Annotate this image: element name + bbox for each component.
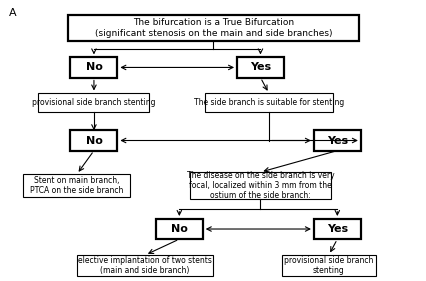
Text: elective implantation of two stents
(main and side branch): elective implantation of two stents (mai… [78, 256, 212, 275]
Text: No: No [85, 135, 102, 146]
FancyBboxPatch shape [68, 15, 358, 41]
Text: Yes: Yes [249, 62, 271, 72]
Text: The side branch is suitable for stenting: The side branch is suitable for stenting [193, 98, 343, 107]
FancyBboxPatch shape [77, 255, 213, 276]
FancyBboxPatch shape [38, 93, 149, 112]
FancyBboxPatch shape [23, 174, 130, 197]
FancyBboxPatch shape [236, 57, 283, 78]
Text: provisional side branch stenting: provisional side branch stenting [32, 98, 155, 107]
FancyBboxPatch shape [313, 219, 360, 239]
FancyBboxPatch shape [190, 172, 330, 199]
FancyBboxPatch shape [281, 255, 375, 276]
FancyBboxPatch shape [204, 93, 332, 112]
Text: No: No [170, 224, 187, 234]
Text: No: No [85, 62, 102, 72]
Text: Stent on main branch,
PTCA on the side branch: Stent on main branch, PTCA on the side b… [30, 176, 123, 195]
FancyBboxPatch shape [70, 130, 117, 151]
FancyBboxPatch shape [70, 57, 117, 78]
Text: Yes: Yes [326, 224, 347, 234]
FancyBboxPatch shape [155, 219, 202, 239]
Text: Yes: Yes [326, 135, 347, 146]
Text: The disease on the side branch is very
focal, localized within 3 mm from the
ost: The disease on the side branch is very f… [186, 171, 334, 200]
FancyBboxPatch shape [313, 130, 360, 151]
Text: provisional side branch
stenting: provisional side branch stenting [283, 256, 373, 275]
Text: A: A [9, 8, 16, 19]
Text: The bifurcation is a True Bifurcation
(significant stenosis on the main and side: The bifurcation is a True Bifurcation (s… [95, 18, 331, 38]
